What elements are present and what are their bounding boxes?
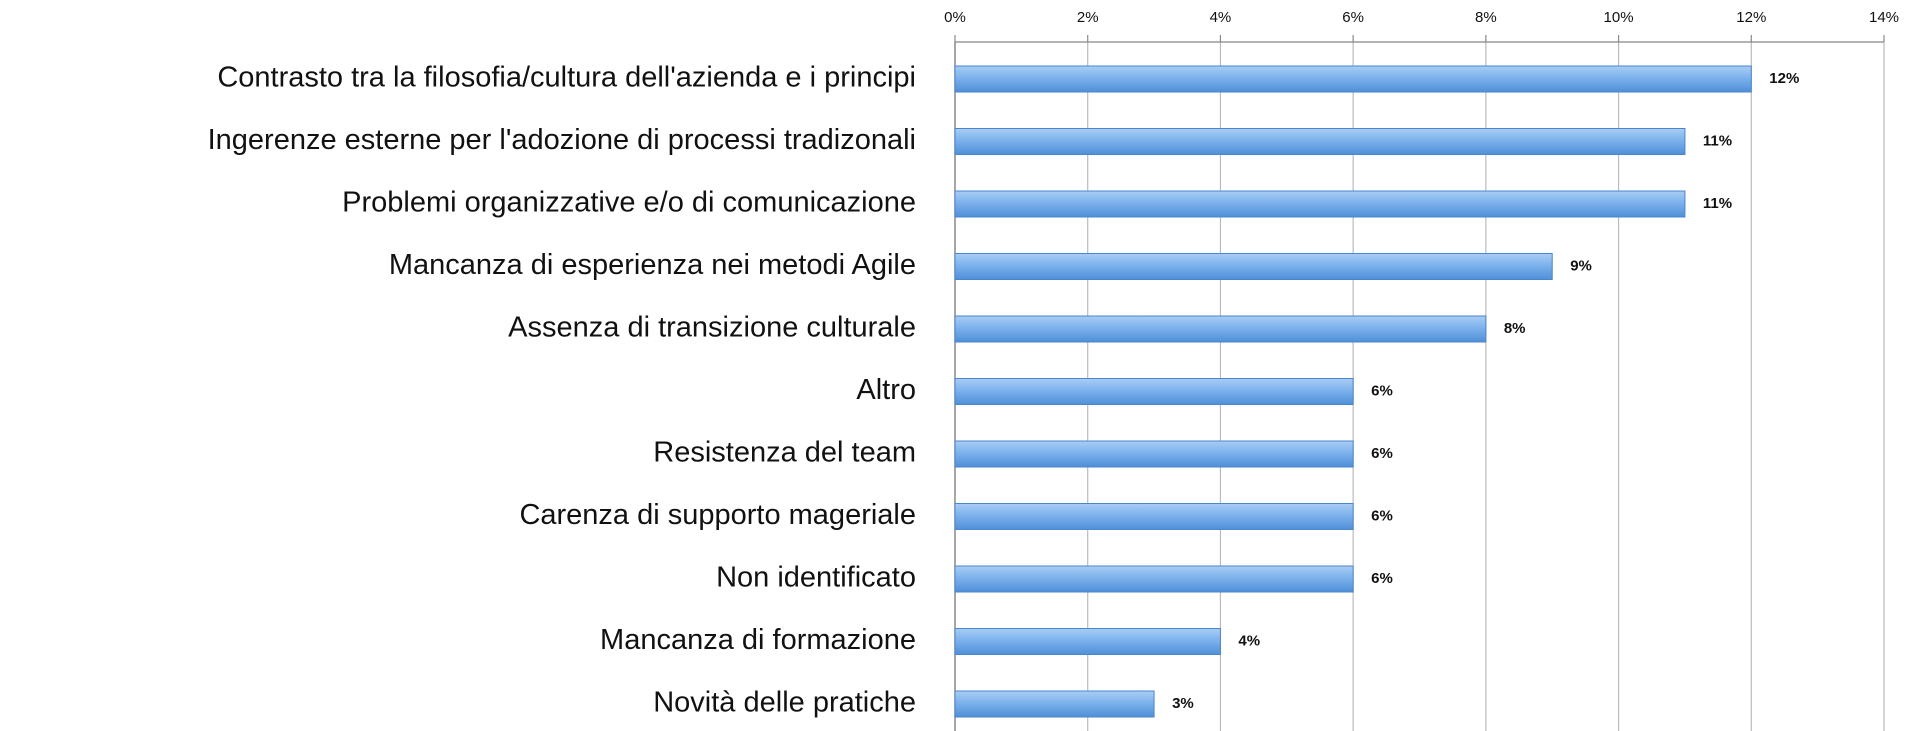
value-label: 6% [1371, 382, 1393, 399]
x-tick-label: 2% [1077, 9, 1099, 26]
bar [954, 190, 1686, 218]
x-tick-label: 8% [1475, 9, 1497, 26]
bar [954, 628, 1221, 655]
value-label: 6% [1371, 507, 1393, 524]
x-tick-label: 4% [1210, 9, 1232, 26]
y-tick-label: Novità delle pratiche [653, 687, 916, 719]
value-label: 11% [1703, 132, 1732, 149]
value-label: 6% [1371, 570, 1393, 587]
x-tick-label: 14% [1869, 9, 1899, 26]
bar [954, 690, 1155, 718]
bar [954, 378, 1354, 405]
y-tick-label: Assenza di transizione culturale [508, 312, 916, 344]
value-label: 12% [1769, 70, 1799, 87]
y-tick-label: Mancanza di formazione [600, 624, 916, 656]
x-tick-label: 0% [944, 9, 966, 26]
bar [954, 315, 1487, 343]
bar [954, 65, 1752, 93]
y-tick-label: Resistenza del team [653, 437, 916, 469]
bar [954, 440, 1354, 468]
value-label: 6% [1371, 445, 1393, 462]
value-label: 8% [1504, 320, 1526, 337]
bar [954, 253, 1553, 280]
y-tick-label: Non identificato [716, 562, 916, 594]
bar [954, 565, 1354, 593]
x-tick-label: 12% [1736, 9, 1766, 26]
value-label: 9% [1570, 257, 1592, 274]
bar [954, 128, 1686, 155]
y-tick-label: Ingerenze esterne per l'adozione di proc… [208, 124, 916, 156]
y-tick-label: Carenza di supporto mageriale [519, 499, 916, 531]
value-label: 4% [1238, 632, 1260, 649]
bar [954, 503, 1354, 530]
value-label: 11% [1703, 195, 1732, 212]
y-tick-label: Mancanza di esperienza nei metodi Agile [389, 249, 916, 281]
x-tick-label: 6% [1342, 9, 1364, 26]
y-tick-label: Contrasto tra la filosofia/cultura dell'… [217, 62, 916, 94]
y-tick-label: Altro [856, 374, 916, 406]
x-tick-label: 10% [1604, 9, 1634, 26]
value-label: 3% [1172, 695, 1194, 712]
y-tick-label: Problemi organizzative e/o di comunicazi… [342, 187, 916, 219]
